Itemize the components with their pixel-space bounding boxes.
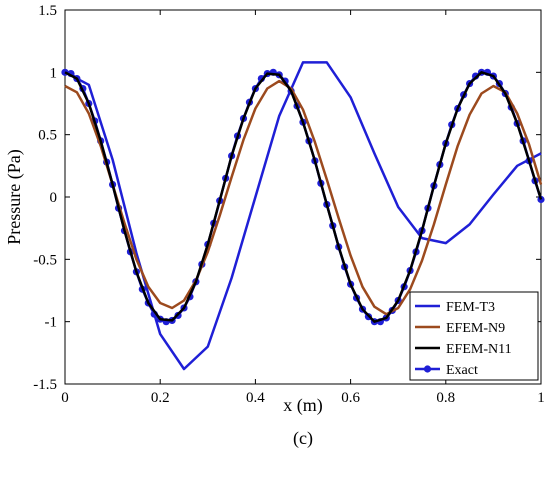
- y-tick-label: -0.5: [33, 252, 57, 268]
- legend-label-fem-t3: FEM-T3: [446, 300, 495, 315]
- x-tick-label: 0.8: [436, 390, 455, 406]
- axis-ticks: 0 0.2 0.4 0.6 0.8 1 -1.5 -1 -0.5 0 0.5 1 1.5: [33, 3, 545, 406]
- series-line-efem-n11: [64, 71, 543, 323]
- legend-label-efem-n9: EFEM-N9: [446, 321, 505, 336]
- legend: FEM-T3 EFEM-N9 EFEM-N11 Exact: [409, 291, 539, 381]
- y-tick-label: 1: [50, 65, 58, 81]
- legend-marker-exact: [423, 365, 432, 373]
- x-axis-label: x (m): [283, 395, 323, 416]
- y-axis-label: Pressure (Pa): [4, 149, 25, 244]
- legend-label-efem-n11: EFEM-N11: [446, 342, 512, 357]
- y-tick-label: -1: [45, 315, 58, 331]
- x-tick-label: 0: [61, 390, 69, 406]
- y-tick-label: 0: [50, 190, 58, 206]
- figure-caption: (c): [293, 428, 313, 449]
- legend-label-exact: Exact: [446, 363, 478, 378]
- y-tick-label: 0.5: [38, 128, 57, 144]
- x-tick-label: 0.4: [246, 390, 265, 406]
- x-tick-label: 0.6: [341, 390, 360, 406]
- series-layer: [61, 61, 545, 371]
- y-tick-label: 1.5: [38, 3, 57, 19]
- y-tick-label: -1.5: [33, 377, 57, 393]
- x-tick-label: 0.2: [151, 390, 170, 406]
- series-line-efem-n9: [64, 79, 543, 316]
- x-tick-label: 1: [537, 390, 545, 406]
